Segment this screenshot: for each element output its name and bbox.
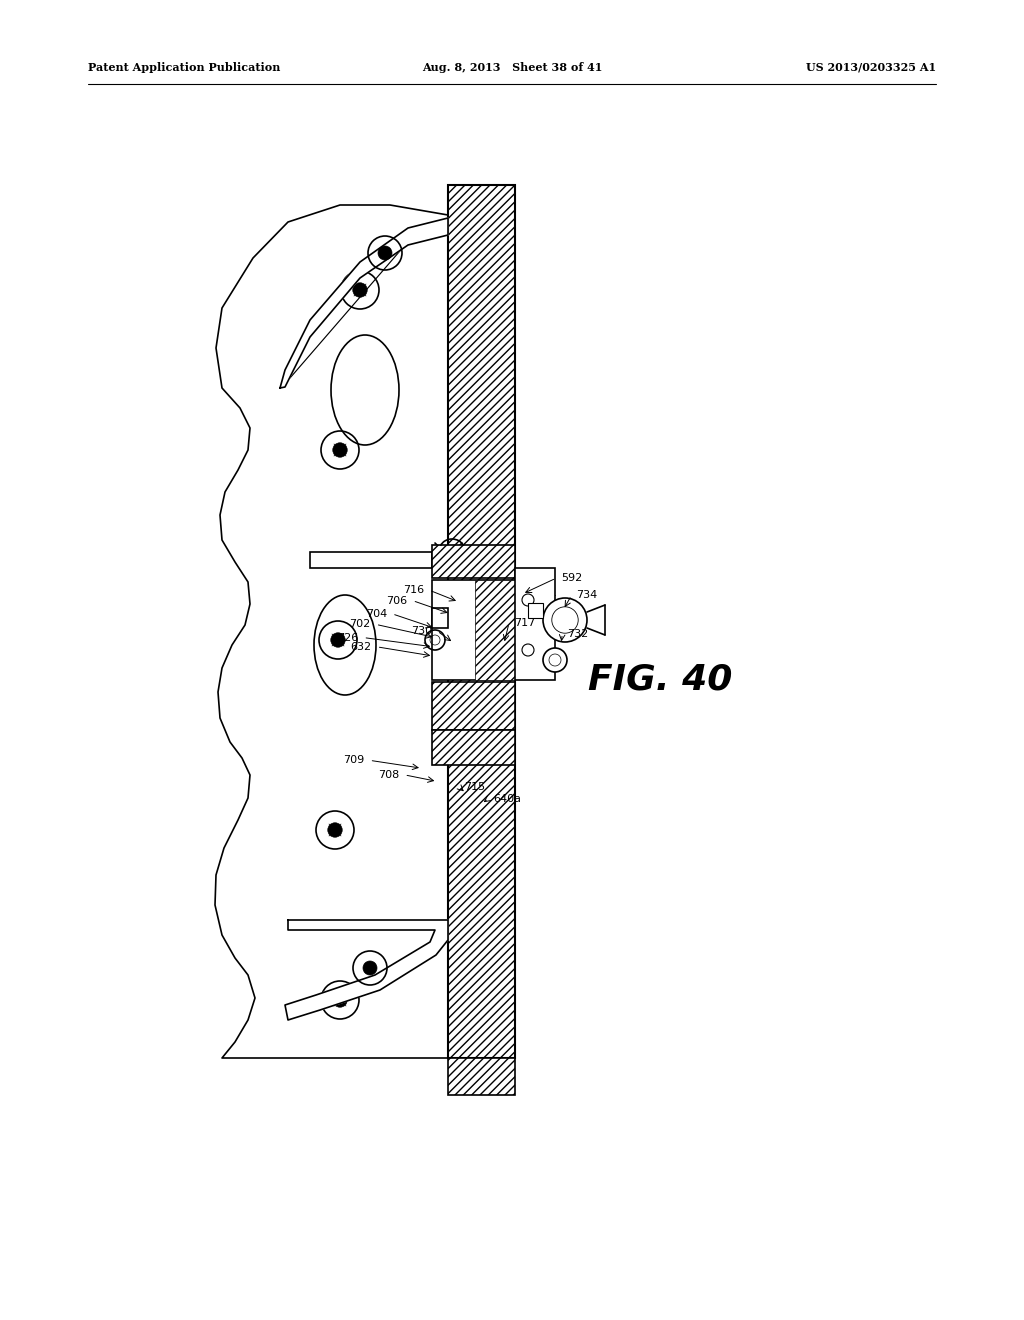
- Circle shape: [333, 993, 347, 1007]
- Text: 717: 717: [514, 618, 536, 628]
- Polygon shape: [449, 1059, 515, 1096]
- Text: 702: 702: [349, 619, 371, 630]
- Circle shape: [362, 961, 377, 975]
- Circle shape: [328, 822, 342, 837]
- Polygon shape: [432, 545, 515, 578]
- Polygon shape: [528, 603, 543, 618]
- Text: Patent Application Publication: Patent Application Publication: [88, 62, 281, 73]
- Polygon shape: [432, 609, 449, 628]
- Text: 715: 715: [464, 781, 485, 792]
- Text: 632: 632: [350, 642, 372, 652]
- Text: 704: 704: [366, 609, 387, 619]
- Polygon shape: [432, 579, 515, 680]
- Polygon shape: [280, 218, 449, 388]
- Circle shape: [331, 632, 345, 647]
- Text: 708: 708: [378, 770, 399, 780]
- Polygon shape: [215, 205, 449, 1059]
- Polygon shape: [310, 552, 432, 568]
- Polygon shape: [432, 682, 515, 730]
- Text: 726: 726: [337, 632, 358, 643]
- Text: 716: 716: [402, 585, 424, 595]
- Text: 706: 706: [386, 595, 408, 606]
- Text: 730: 730: [411, 626, 432, 636]
- Circle shape: [333, 442, 347, 457]
- Circle shape: [543, 598, 587, 642]
- Text: 709: 709: [343, 755, 365, 766]
- Polygon shape: [475, 579, 515, 680]
- Text: 732: 732: [567, 628, 589, 639]
- Polygon shape: [515, 568, 555, 680]
- Text: US 2013/0203325 A1: US 2013/0203325 A1: [806, 62, 936, 73]
- Circle shape: [353, 282, 368, 297]
- Text: FIG. 40: FIG. 40: [588, 663, 732, 697]
- Polygon shape: [449, 185, 515, 1059]
- Text: 640a: 640a: [494, 793, 521, 804]
- Text: 592: 592: [561, 573, 583, 583]
- Circle shape: [543, 648, 567, 672]
- Text: 734: 734: [577, 590, 598, 601]
- Circle shape: [378, 246, 392, 260]
- Text: Aug. 8, 2013   Sheet 38 of 41: Aug. 8, 2013 Sheet 38 of 41: [422, 62, 602, 73]
- Polygon shape: [285, 920, 449, 1020]
- Polygon shape: [432, 730, 515, 766]
